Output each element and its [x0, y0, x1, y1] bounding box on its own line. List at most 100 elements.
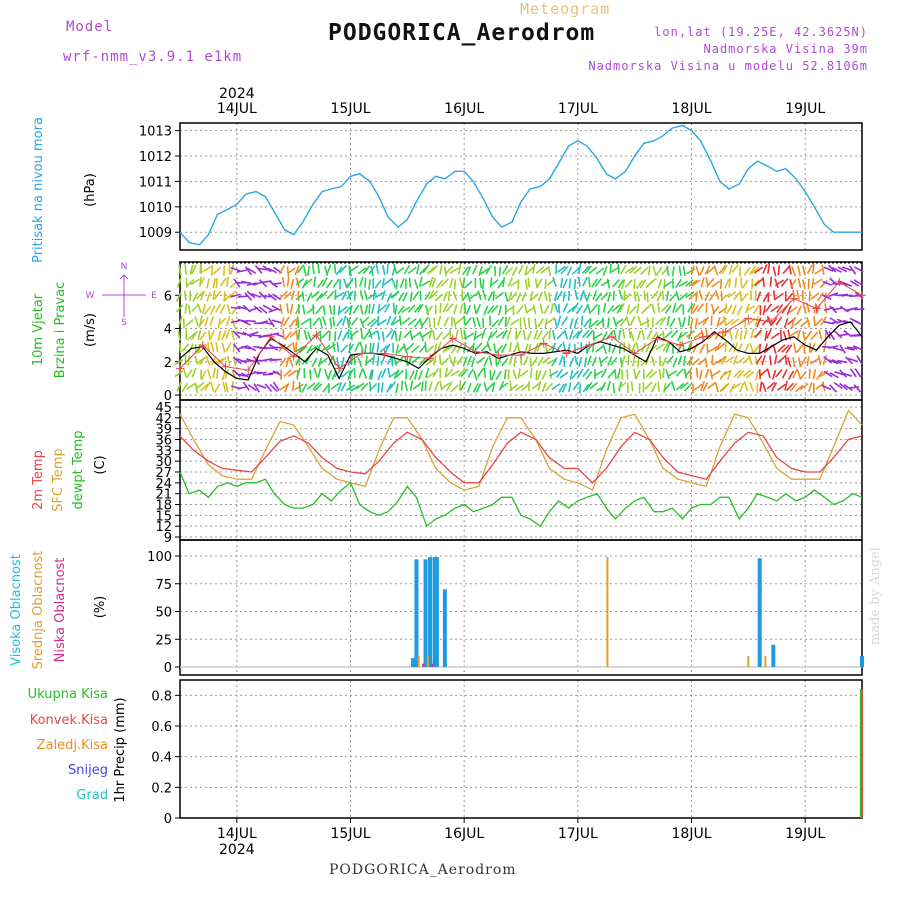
y-tick-label: 50 [155, 606, 172, 621]
wind-arrow [386, 263, 389, 275]
wind-arrow [501, 329, 508, 339]
wind-arrow [754, 278, 763, 287]
pressure-panel: 1009 1010 1011 1012 1013 [139, 122, 863, 251]
wind-arrow [472, 383, 479, 393]
wind-arrow [707, 381, 716, 390]
wind-arrow [579, 291, 585, 302]
wind-arrow [489, 279, 499, 287]
compass-w: W [86, 291, 95, 301]
wind-arrow [412, 382, 422, 390]
wind-arrow [591, 356, 597, 367]
wind-arrow [355, 382, 365, 390]
wind-arrow [375, 263, 379, 275]
wind-arrow [837, 359, 848, 364]
wind-arrow [799, 370, 807, 380]
wind-arrow [537, 318, 545, 328]
wind-arrow [601, 317, 605, 328]
wind-arrow [788, 264, 792, 275]
bottom-date-label: 14JUL [217, 826, 257, 842]
wind-arrow [575, 329, 583, 339]
wind-arrow [697, 357, 707, 366]
wind-arrow [508, 354, 513, 365]
wind-arrow [433, 317, 436, 328]
wind-arrow [617, 279, 625, 289]
wind-arrow [808, 291, 811, 302]
y-tick-label: 15 [155, 509, 172, 524]
y-tick-label: 1013 [139, 125, 172, 140]
wind-arrow [521, 383, 530, 392]
wind-arrow [759, 381, 763, 392]
wind-arrow [539, 303, 544, 314]
wind-arrow [774, 278, 779, 289]
wind-arrow [441, 382, 451, 390]
wind-arrow [495, 356, 498, 367]
wind-arrow [672, 302, 677, 313]
wind-arrow [181, 382, 189, 393]
wind-arrow [633, 368, 637, 379]
wind-arrow [553, 302, 559, 313]
wind-arrow [206, 278, 210, 289]
wind-arrow [724, 342, 728, 353]
wind-arrow [789, 330, 799, 337]
wind-arrow [271, 358, 282, 362]
wind-arrow [301, 383, 308, 393]
wind-arrow [590, 303, 599, 313]
wind-arrow [187, 304, 192, 315]
wind-arrow [254, 265, 263, 274]
wind-arrow [194, 316, 199, 327]
wind-arrow [480, 343, 490, 352]
wind-arrow [620, 264, 627, 275]
wind-arrow [580, 315, 584, 326]
wind-arrow [802, 331, 806, 342]
y-tick-label: 30 [155, 455, 172, 470]
wind-arrow [621, 369, 624, 380]
wind-arrow [281, 277, 285, 288]
wind-arrow [837, 333, 848, 337]
wind-arrow [209, 315, 215, 326]
wind-arrow [223, 291, 226, 302]
wind-arrow [536, 278, 543, 289]
wind-arrow [285, 356, 290, 367]
wind-arrow [770, 382, 778, 392]
wind-arrow [725, 318, 735, 327]
wind-arrow [337, 382, 343, 392]
wind-arrow [493, 343, 497, 354]
wind-arrow [278, 384, 289, 391]
wind-arrow [764, 330, 768, 341]
wind-arrow [494, 266, 497, 277]
wind-arrow [641, 329, 646, 340]
wind-arrow [572, 330, 581, 339]
wind-arrow [675, 382, 685, 391]
wind-arrow [271, 304, 282, 312]
wind-arrow [762, 292, 770, 303]
wind-arrow [311, 357, 318, 368]
wind-arrow [735, 356, 745, 365]
wind-arrow [548, 370, 559, 377]
panel-frame [179, 679, 863, 819]
wind-arrow [236, 269, 247, 273]
wind-arrow [529, 290, 534, 302]
station-name: PODGORICA_Aerodrom [328, 20, 596, 46]
wind-arrow [709, 369, 714, 380]
wind-arrow [368, 279, 371, 290]
wind-arrow [766, 368, 771, 379]
wind-arrow [713, 265, 719, 276]
wind-arrow [345, 279, 354, 288]
wind-arrow [630, 381, 634, 392]
wind-arrow [617, 368, 621, 379]
wind-arrow [802, 303, 807, 314]
wind-arrow [683, 383, 692, 392]
precip-unit-label: 1hr Precip (mm) [113, 697, 128, 802]
wind-arrow [428, 381, 433, 392]
wind-arrow [588, 318, 592, 329]
wind-arrow [801, 279, 806, 290]
wind-arrow [583, 357, 588, 368]
wind-arrow [391, 318, 401, 326]
wind-arrow [581, 329, 590, 339]
wind-arrow [681, 317, 686, 328]
wind-arrow [485, 382, 494, 392]
cloud-axis-label-1: Visoka Oblacnost [9, 554, 24, 666]
wind-arrow [178, 315, 183, 326]
wind-arrow [395, 279, 399, 290]
